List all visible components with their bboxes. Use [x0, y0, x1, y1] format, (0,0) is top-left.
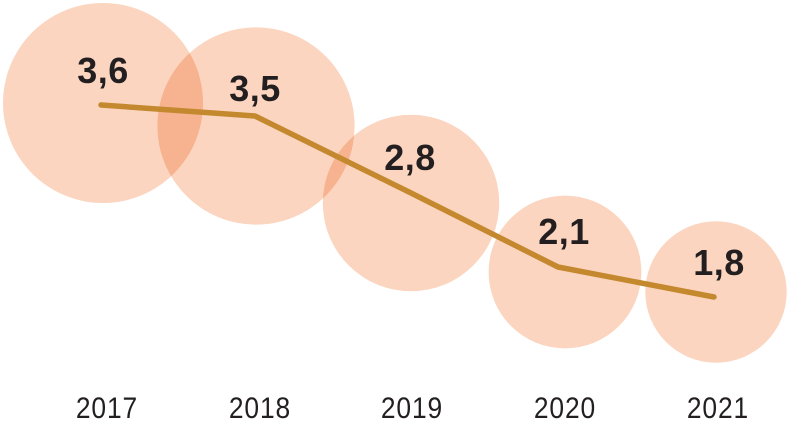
value-label-2021: 1,8: [693, 242, 745, 283]
year-label-2018: 2018: [229, 390, 291, 424]
value-label-2019: 2,8: [384, 137, 436, 178]
year-label-2021: 2021: [687, 390, 749, 424]
bubble-2019: [322, 114, 500, 292]
value-label-2018: 3,5: [229, 68, 281, 109]
bubble-2020: [488, 195, 642, 349]
year-label-2020: 2020: [534, 390, 596, 424]
value-label-2017: 3,6: [77, 50, 129, 91]
value-label-2020: 2,1: [538, 211, 590, 252]
bubble-2021: [645, 221, 787, 363]
x-axis-labels: 2017 2018 2019 2020 2021: [76, 390, 749, 424]
trend-line: [98, 102, 717, 300]
bubbles: [3, 3, 787, 363]
year-label-2019: 2019: [381, 390, 443, 424]
value-labels: 3,6 3,5 2,8 2,1 1,8: [77, 50, 745, 283]
bubble-2018: [157, 27, 355, 225]
year-label-2017: 2017: [76, 390, 138, 424]
